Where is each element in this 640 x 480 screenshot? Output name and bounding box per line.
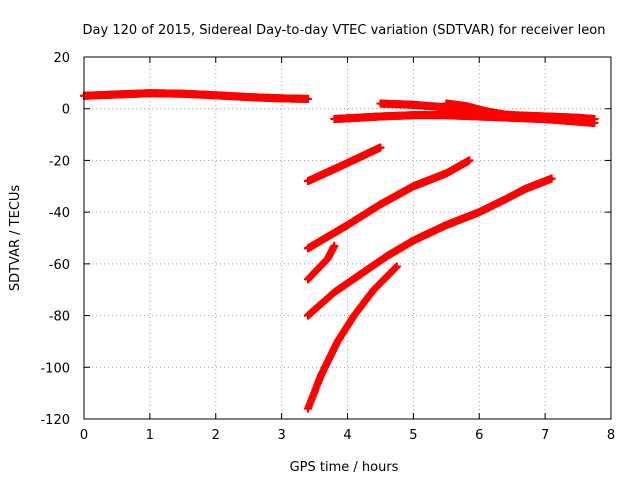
x-tick-label: 5 (409, 428, 417, 443)
data-series (330, 111, 589, 125)
data-point (580, 116, 589, 125)
data-point (303, 94, 312, 103)
y-tick-label: 20 (53, 51, 70, 66)
x-tick-label: 2 (212, 428, 220, 443)
x-tick-label: 1 (146, 428, 154, 443)
data-point (376, 143, 385, 152)
data-series (303, 262, 401, 413)
data-point (465, 156, 474, 165)
axes: 0 1 2 3 4 5 6 7 8 20 0 -20 -40 -60 -80 -100 -120 (40, 51, 615, 443)
y-tick-label: -20 (49, 154, 70, 169)
data-series (303, 143, 385, 186)
x-tick-label: 0 (80, 428, 88, 443)
y-tick-label: 0 (62, 103, 70, 118)
data-series (303, 156, 474, 253)
data-point (392, 262, 401, 271)
data-point (330, 241, 339, 250)
data-point (590, 118, 599, 127)
chart-title: Day 120 of 2015, Sidereal Day-to-day VTE… (83, 23, 606, 38)
data-series (80, 89, 312, 103)
x-tick-label: 4 (343, 428, 351, 443)
y-tick-label: -100 (40, 361, 70, 376)
plot-frame (83, 56, 612, 420)
data-point (547, 174, 556, 183)
y-tick-label: -40 (49, 206, 70, 221)
data-series (303, 241, 339, 284)
y-tick-label: -80 (49, 310, 70, 325)
data-points (80, 89, 599, 413)
y-tick-label: -120 (40, 413, 70, 428)
grid (84, 57, 611, 419)
data-series (303, 174, 556, 320)
x-tick-label: 6 (475, 428, 483, 443)
x-tick-label: 8 (607, 428, 615, 443)
x-axis-title: GPS time / hours (290, 460, 399, 475)
x-tick-label: 7 (541, 428, 549, 443)
x-tick-label: 3 (277, 428, 285, 443)
y-tick-label: -60 (49, 258, 70, 273)
y-axis-title: SDTVAR / TECUs (8, 185, 23, 292)
